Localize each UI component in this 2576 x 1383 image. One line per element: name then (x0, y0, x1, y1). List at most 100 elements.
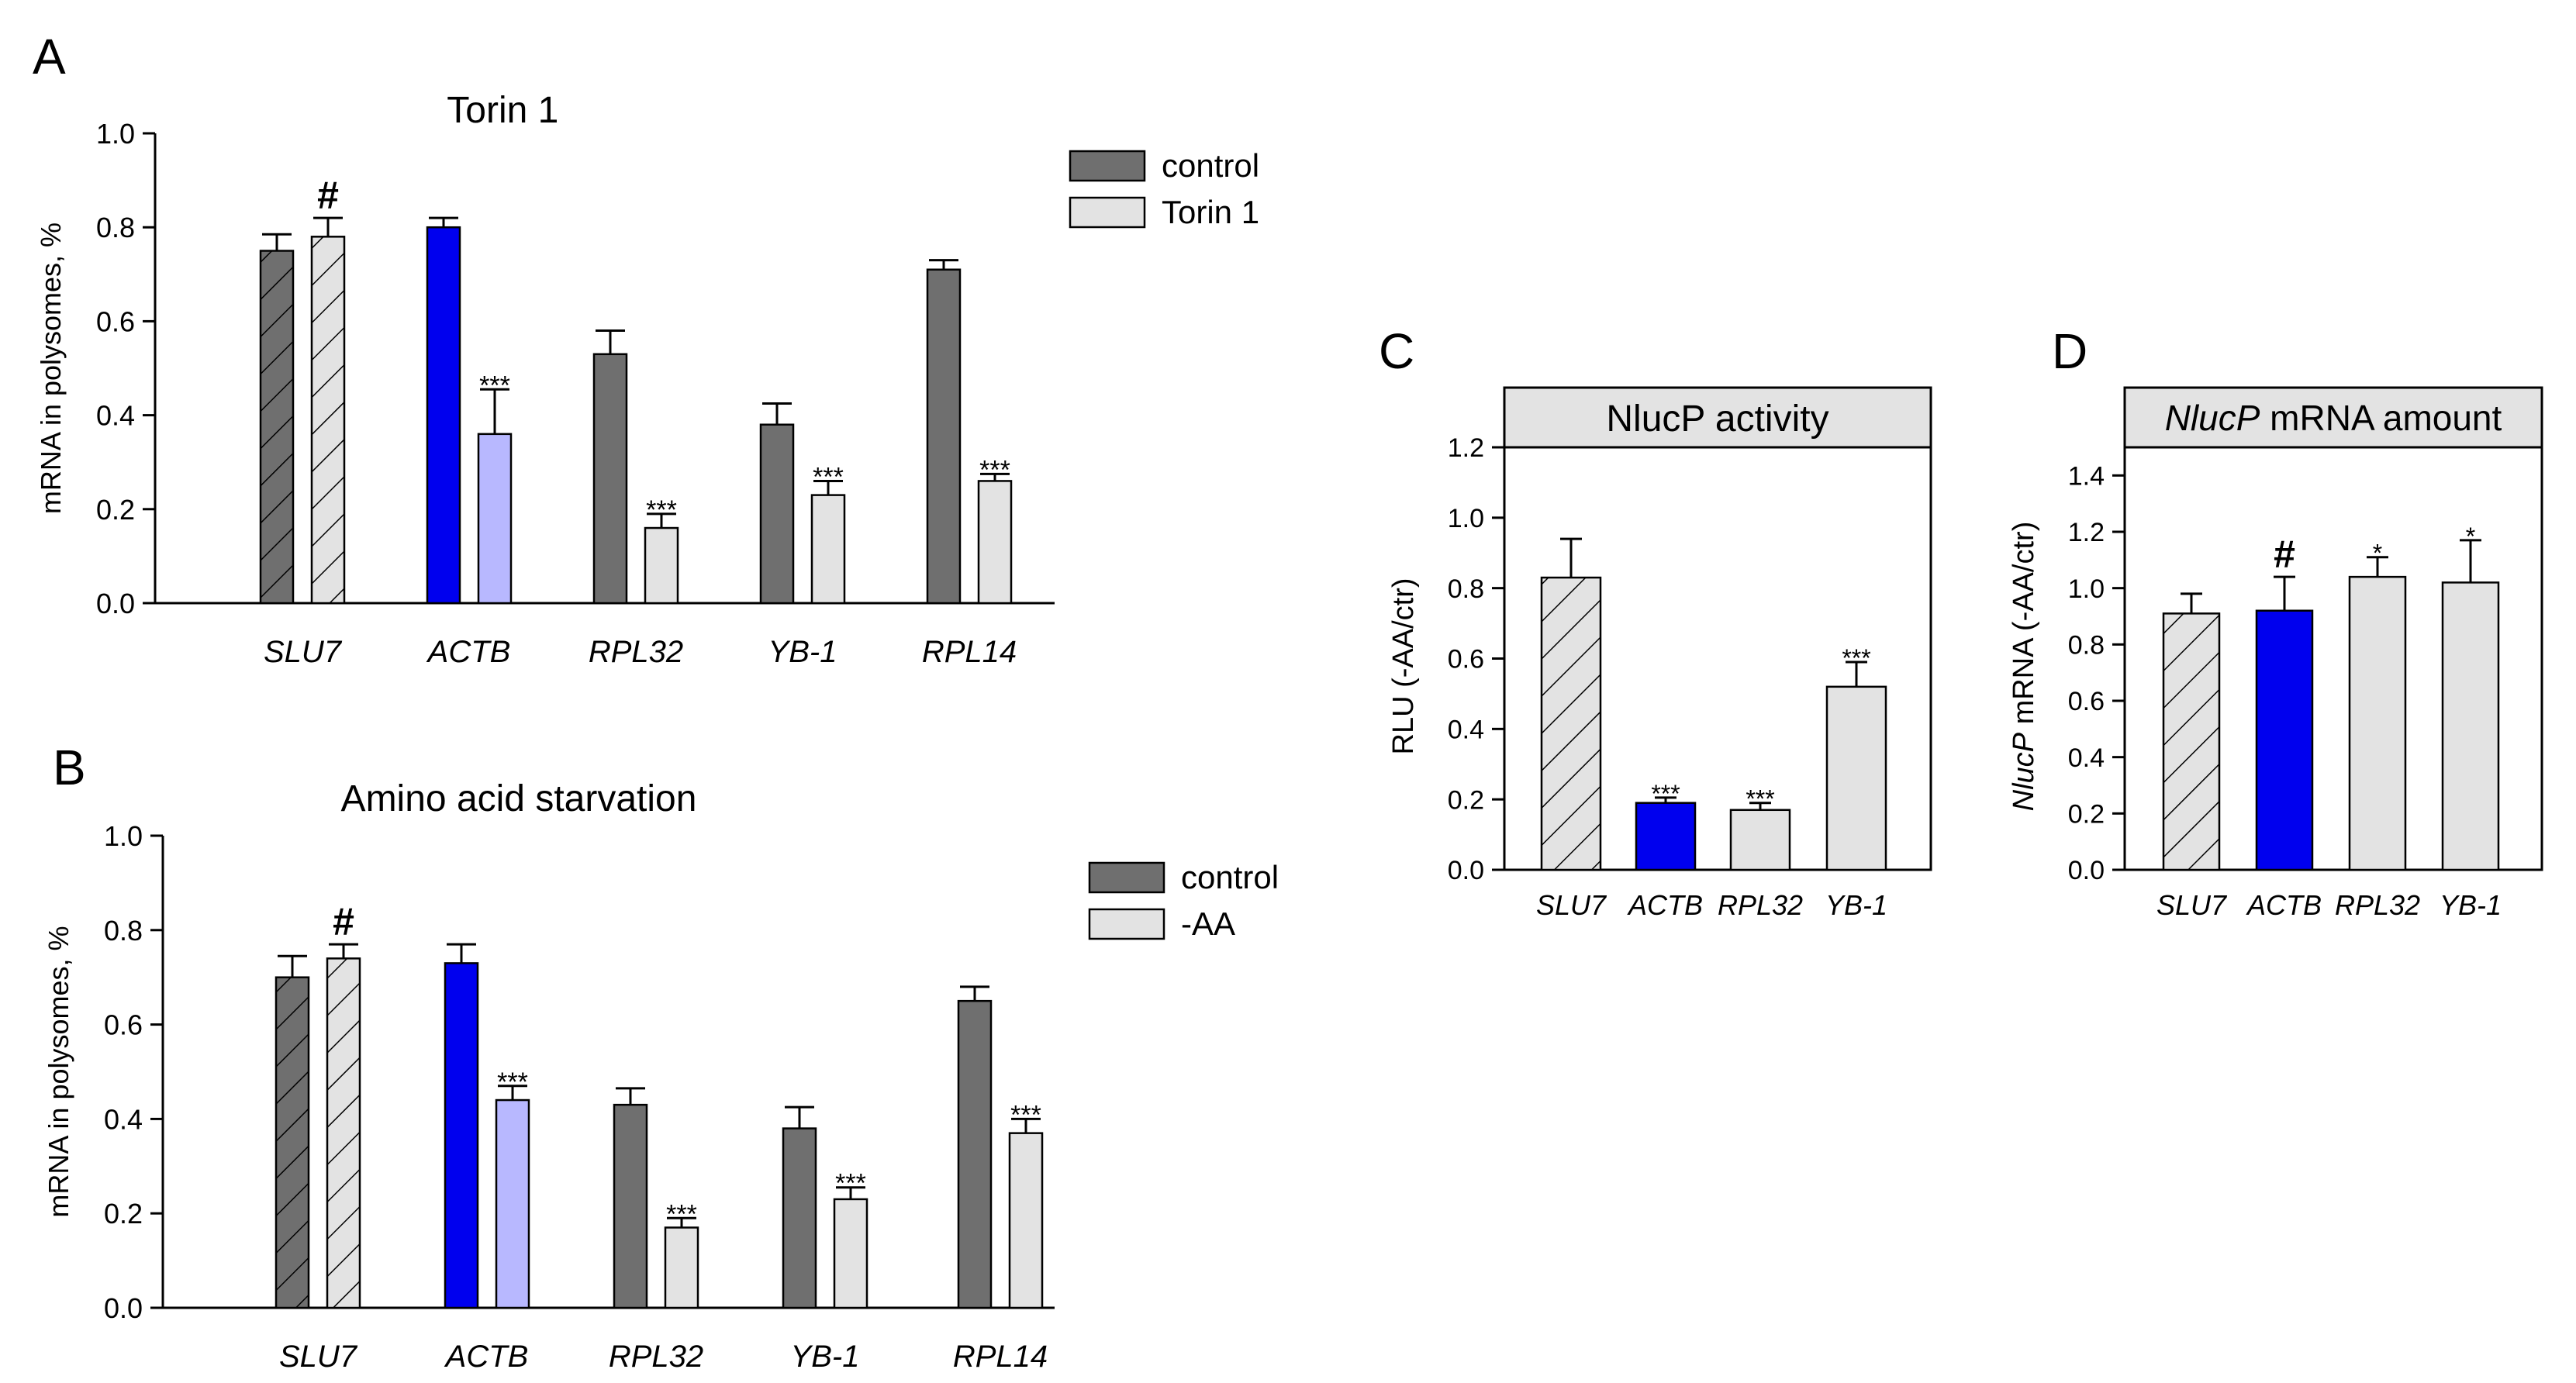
panel-b-category-label: ACTB (444, 1340, 529, 1374)
panel-b-bar-rpl14-control (957, 999, 993, 1309)
panel-d-y-tick-label: 0.6 (2068, 687, 2105, 716)
panel-a-slu7-s1-annotation: # (317, 174, 339, 217)
panel-b-title: Amino acid starvation (341, 778, 697, 819)
panel-d-rpl32-annotation: * (2373, 540, 2382, 567)
panel-c-y-tick-label: 1.0 (1448, 504, 1484, 533)
panel-a-legend-swatch (1069, 196, 1146, 229)
panel-c-y-tick-label: 0.4 (1448, 716, 1484, 745)
panel-c-bar-actb (1635, 802, 1697, 871)
panel-d-bar-yb-1 (2441, 581, 2500, 871)
panel-b-y-tick-label: 0.2 (104, 1198, 143, 1230)
panel-b-bar-rpl14-treated (1008, 1132, 1044, 1309)
panel-a-category-label: YB-1 (768, 635, 837, 669)
panel-d-title: NlucP mRNA amount (2165, 398, 2502, 438)
panel-a-y-tick-label: 0.4 (96, 400, 135, 432)
panel-d-header-box (2123, 386, 2543, 449)
panel-b-yb-1-s1-annotation: *** (835, 1169, 866, 1198)
panel-c-title: NlucP activity (1606, 398, 1828, 440)
panel-c-y-tick-label: 0.0 (1448, 856, 1484, 885)
panel-d-actb-annotation: # (2274, 533, 2295, 576)
panel-a-bar-rpl14-control (926, 268, 962, 605)
panel-c-category-label: SLU7 (1536, 889, 1607, 921)
panel-b-y-tick-label: 0.8 (104, 915, 143, 947)
panel-a-bar-rpl32-control (592, 353, 628, 605)
panel-d-y-tick-label: 1.2 (2068, 518, 2105, 547)
panel-a-rpl14-s1-annotation: *** (979, 455, 1010, 485)
panel-a-y-tick-label: 0.6 (96, 305, 135, 337)
panel-a-bar-slu7-treated (310, 236, 346, 605)
panel-d-y-label: NlucP mRNA (-AA/ctr) (2008, 522, 2040, 812)
panel-b-category-label: SLU7 (279, 1340, 358, 1374)
panel-a-bar-yb-1-control (759, 423, 795, 605)
panel-d-label: D (2052, 323, 2087, 379)
panel-c-bar-slu7 (1540, 576, 1602, 871)
panel-a-y-tick-label: 0.8 (96, 212, 135, 243)
panel-b-bar-actb-treated (495, 1098, 530, 1309)
panel-d-bar-slu7 (2162, 612, 2221, 871)
panel-a-rpl32-s1-annotation: *** (646, 495, 677, 525)
panel-b-actb-s1-annotation: *** (497, 1067, 528, 1097)
panel-d-category-label: SLU7 (2156, 889, 2228, 921)
panel-c-y-tick-label: 0.6 (1448, 645, 1484, 674)
panel-b-bar-rpl32-treated (664, 1226, 699, 1309)
panel-a-legend-label: control (1162, 147, 1259, 184)
panel-d-y-tick-label: 0.2 (2068, 800, 2105, 829)
panel-d-category-label: YB-1 (2440, 889, 2502, 921)
panel-b-legend-swatch (1088, 861, 1165, 894)
panel-d-y-tick-label: 0.0 (2068, 856, 2105, 885)
panels: A Torin 1 0.0 0.2 0.4 0.6 0.8 1.0 mRNA in polyso… (33, 29, 2543, 1374)
panel-b-bar-slu7-treated (326, 957, 361, 1309)
panel-c-y-tick-label: 1.2 (1448, 433, 1484, 463)
panel-d-category-label: ACTB (2246, 889, 2322, 921)
panel-d-yb-1-annotation: * (2466, 523, 2475, 550)
panel-c-rpl32-annotation: *** (1746, 785, 1774, 813)
panel-a-bar-rpl32-treated (644, 526, 679, 605)
panel-c-actb-annotation: *** (1651, 780, 1680, 808)
panel-b-y-tick-label: 0.4 (104, 1103, 143, 1135)
panel-b-y-tick-label: 0.0 (104, 1292, 143, 1324)
panel-c-bar-rpl32 (1729, 809, 1791, 871)
panel-a-y-label: mRNA in polysomes, % (35, 222, 67, 514)
panel-c-y-tick-label: 0.2 (1448, 785, 1484, 815)
panel-a-legend-swatch (1069, 150, 1146, 182)
panel-b-category-label: RPL14 (953, 1340, 1048, 1374)
panel-d-bar-rpl32 (2348, 575, 2407, 871)
panel-b-y-label: mRNA in polysomes, % (43, 926, 74, 1217)
panel-a-category-label: SLU7 (264, 635, 343, 669)
panel-a-bar-actb-control (426, 226, 461, 605)
panel-a-title: Torin 1 (447, 90, 558, 131)
panel-b-bar-slu7-control (275, 976, 310, 1309)
panel-c-y-tick-label: 0.8 (1448, 574, 1484, 604)
panel-d-y-tick-label: 0.8 (2068, 631, 2105, 660)
panel-b-y-tick-label: 0.6 (104, 1009, 143, 1041)
panel-c-y-label: RLU (-AA/ctr) (1387, 578, 1420, 755)
panel-a-category-label: RPL14 (922, 635, 1017, 669)
panel-a-bar-actb-treated (477, 433, 513, 605)
panel-b-rpl14-s1-annotation: *** (1010, 1100, 1041, 1130)
panel-a-bar-rpl14-treated (977, 480, 1013, 605)
panel-b-y-tick-label: 1.0 (104, 820, 143, 852)
panel-b-slu7-s1-annotation: # (333, 900, 354, 943)
panel-b-legend-label: control (1181, 859, 1279, 895)
panel-b-category-label: YB-1 (791, 1340, 860, 1374)
panel-a-bar-yb-1-treated (810, 494, 846, 605)
panel-b-rpl32-s1-annotation: *** (666, 1199, 697, 1229)
panel-d-y-tick-label: 1.0 (2068, 574, 2105, 604)
panel-c-category-label: ACTB (1627, 889, 1703, 921)
panel-b-category-label: RPL32 (609, 1340, 703, 1374)
panel-a-category-label: ACTB (426, 635, 511, 669)
panel-a-bar-slu7-control (259, 250, 295, 605)
panel-a-y-tick-label: 0.2 (96, 494, 135, 526)
panel-c-category-label: YB-1 (1825, 889, 1887, 921)
panel-c-category-label: RPL32 (1718, 889, 1803, 921)
panel-d-y-tick-label: 1.4 (2068, 462, 2105, 491)
panel-b-bar-actb-control (444, 962, 479, 1309)
panel-b-bar-rpl32-control (613, 1103, 648, 1309)
panel-a-actb-s1-annotation: *** (479, 371, 510, 400)
panel-a-y-tick-label: 0.0 (96, 588, 135, 619)
panel-d-bar-actb (2255, 609, 2314, 871)
panel-c-label: C (1379, 323, 1414, 379)
panel-b-label: B (53, 740, 86, 795)
panel-b-bar-yb-1-control (782, 1127, 817, 1309)
